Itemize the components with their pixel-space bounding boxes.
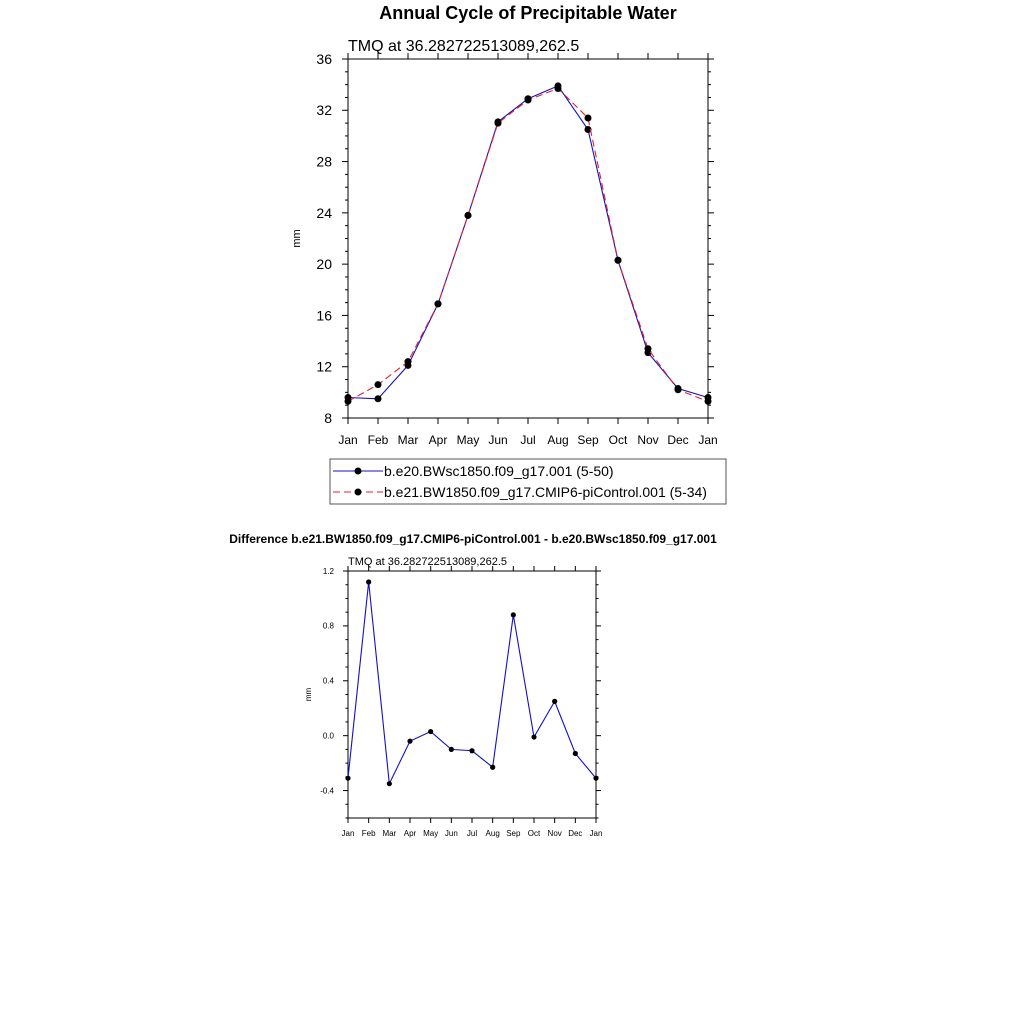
x-tick-label: Jan bbox=[590, 829, 603, 838]
x-tick-label: Oct bbox=[528, 829, 541, 838]
data-point bbox=[674, 386, 682, 394]
x-tick-label: Nov bbox=[548, 829, 562, 838]
difference-chart: TMQ at 36.282722513089,262.5 mm Jan Feb Mar A… bbox=[304, 556, 602, 838]
x-tick-label: Aug bbox=[547, 433, 568, 447]
x-tick-label: Feb bbox=[362, 829, 376, 838]
chart-subtitle: TMQ at 36.282722513089,262.5 bbox=[348, 38, 579, 55]
data-point bbox=[345, 775, 351, 781]
data-point bbox=[434, 300, 442, 308]
data-point bbox=[584, 114, 592, 122]
legend-entry: b.e21.BW1850.f09_g17.CMIP6-piControl.001… bbox=[384, 484, 707, 500]
series-line-0 bbox=[347, 85, 709, 400]
y-tick-label: 0.0 bbox=[323, 731, 335, 740]
data-point bbox=[374, 381, 382, 389]
legend-box bbox=[329, 458, 727, 505]
x-tick-label: Jul bbox=[520, 433, 535, 447]
figure-title: Annual Cycle of Precipitable Water bbox=[379, 3, 676, 23]
x-tick-label: Jan bbox=[338, 433, 357, 447]
y-tick-label: 1.2 bbox=[323, 567, 335, 576]
chart-subtitle: TMQ at 36.282722513089,262.5 bbox=[348, 556, 507, 568]
data-point bbox=[531, 734, 537, 740]
y-tick-label: 0.4 bbox=[323, 677, 335, 686]
legend-entry: b.e20.BWsc1850.f09_g17.001 (5-50) bbox=[384, 463, 614, 479]
x-tick-label: Jan bbox=[698, 433, 717, 447]
x-tick-label: Sep bbox=[577, 433, 599, 447]
x-tick-label: Sep bbox=[506, 829, 521, 838]
data-point bbox=[554, 84, 562, 92]
data-point bbox=[464, 211, 472, 219]
y-tick-label: 12 bbox=[316, 359, 332, 375]
data-point bbox=[593, 775, 599, 781]
data-point bbox=[524, 96, 532, 104]
data-point bbox=[469, 748, 475, 754]
x-tick-label: Nov bbox=[637, 433, 658, 447]
y-axis-label: mm bbox=[291, 229, 303, 247]
x-tick-label: Jun bbox=[488, 433, 507, 447]
y-tick-label: 16 bbox=[316, 307, 332, 323]
data-point bbox=[374, 395, 382, 403]
x-tick-label: Aug bbox=[486, 829, 500, 838]
x-tick-label: May bbox=[457, 433, 480, 447]
x-tick-label: May bbox=[423, 829, 438, 838]
y-tick-label: 20 bbox=[316, 256, 332, 272]
data-point bbox=[584, 126, 592, 134]
data-point bbox=[614, 256, 622, 264]
data-point bbox=[490, 764, 496, 770]
y-axis-label: mm bbox=[304, 688, 313, 702]
x-tick-label: Dec bbox=[667, 433, 688, 447]
y-tick-label: 36 bbox=[316, 51, 332, 67]
y-tick-label: 8 bbox=[324, 410, 332, 426]
plot-frame bbox=[347, 58, 709, 419]
y-tick-label: 24 bbox=[316, 205, 332, 221]
data-point bbox=[428, 728, 434, 735]
top-chart: TMQ at 36.282722513089,262.5 mm Jan Feb Mar A… bbox=[291, 38, 727, 505]
legend-marker bbox=[354, 467, 362, 475]
x-tick-label: Feb bbox=[368, 433, 389, 447]
y-tick-label: 28 bbox=[316, 153, 332, 169]
data-point bbox=[344, 397, 352, 405]
series-line-1 bbox=[347, 87, 709, 402]
data-point bbox=[407, 738, 413, 744]
data-point bbox=[366, 579, 372, 585]
data-point bbox=[644, 345, 652, 353]
x-tick-label: Dec bbox=[568, 829, 582, 838]
x-tick-label: Apr bbox=[429, 433, 448, 447]
data-point bbox=[448, 746, 454, 752]
data-point bbox=[572, 750, 578, 757]
diff-title: Difference b.e21.BW1850.f09_g17.CMIP6-pi… bbox=[229, 532, 717, 546]
data-point bbox=[386, 781, 392, 787]
x-tick-label: Apr bbox=[404, 829, 417, 838]
y-tick-label: 32 bbox=[316, 102, 332, 118]
plot-frame bbox=[347, 570, 597, 819]
x-tick-label: Jan bbox=[342, 829, 355, 838]
series-line-0 bbox=[347, 581, 597, 786]
x-tick-label: Jul bbox=[467, 829, 477, 838]
x-tick-label: Mar bbox=[382, 829, 396, 838]
data-point bbox=[494, 119, 502, 127]
y-tick-label: 0.8 bbox=[323, 622, 335, 631]
data-point bbox=[404, 358, 412, 366]
data-point bbox=[552, 698, 558, 704]
x-tick-label: Jun bbox=[445, 829, 458, 838]
x-tick-label: Oct bbox=[609, 433, 628, 447]
data-point bbox=[704, 397, 712, 405]
x-tick-label: Mar bbox=[398, 433, 419, 447]
legend-marker bbox=[354, 488, 362, 496]
y-tick-label: -0.4 bbox=[320, 786, 334, 795]
data-point bbox=[510, 612, 516, 618]
